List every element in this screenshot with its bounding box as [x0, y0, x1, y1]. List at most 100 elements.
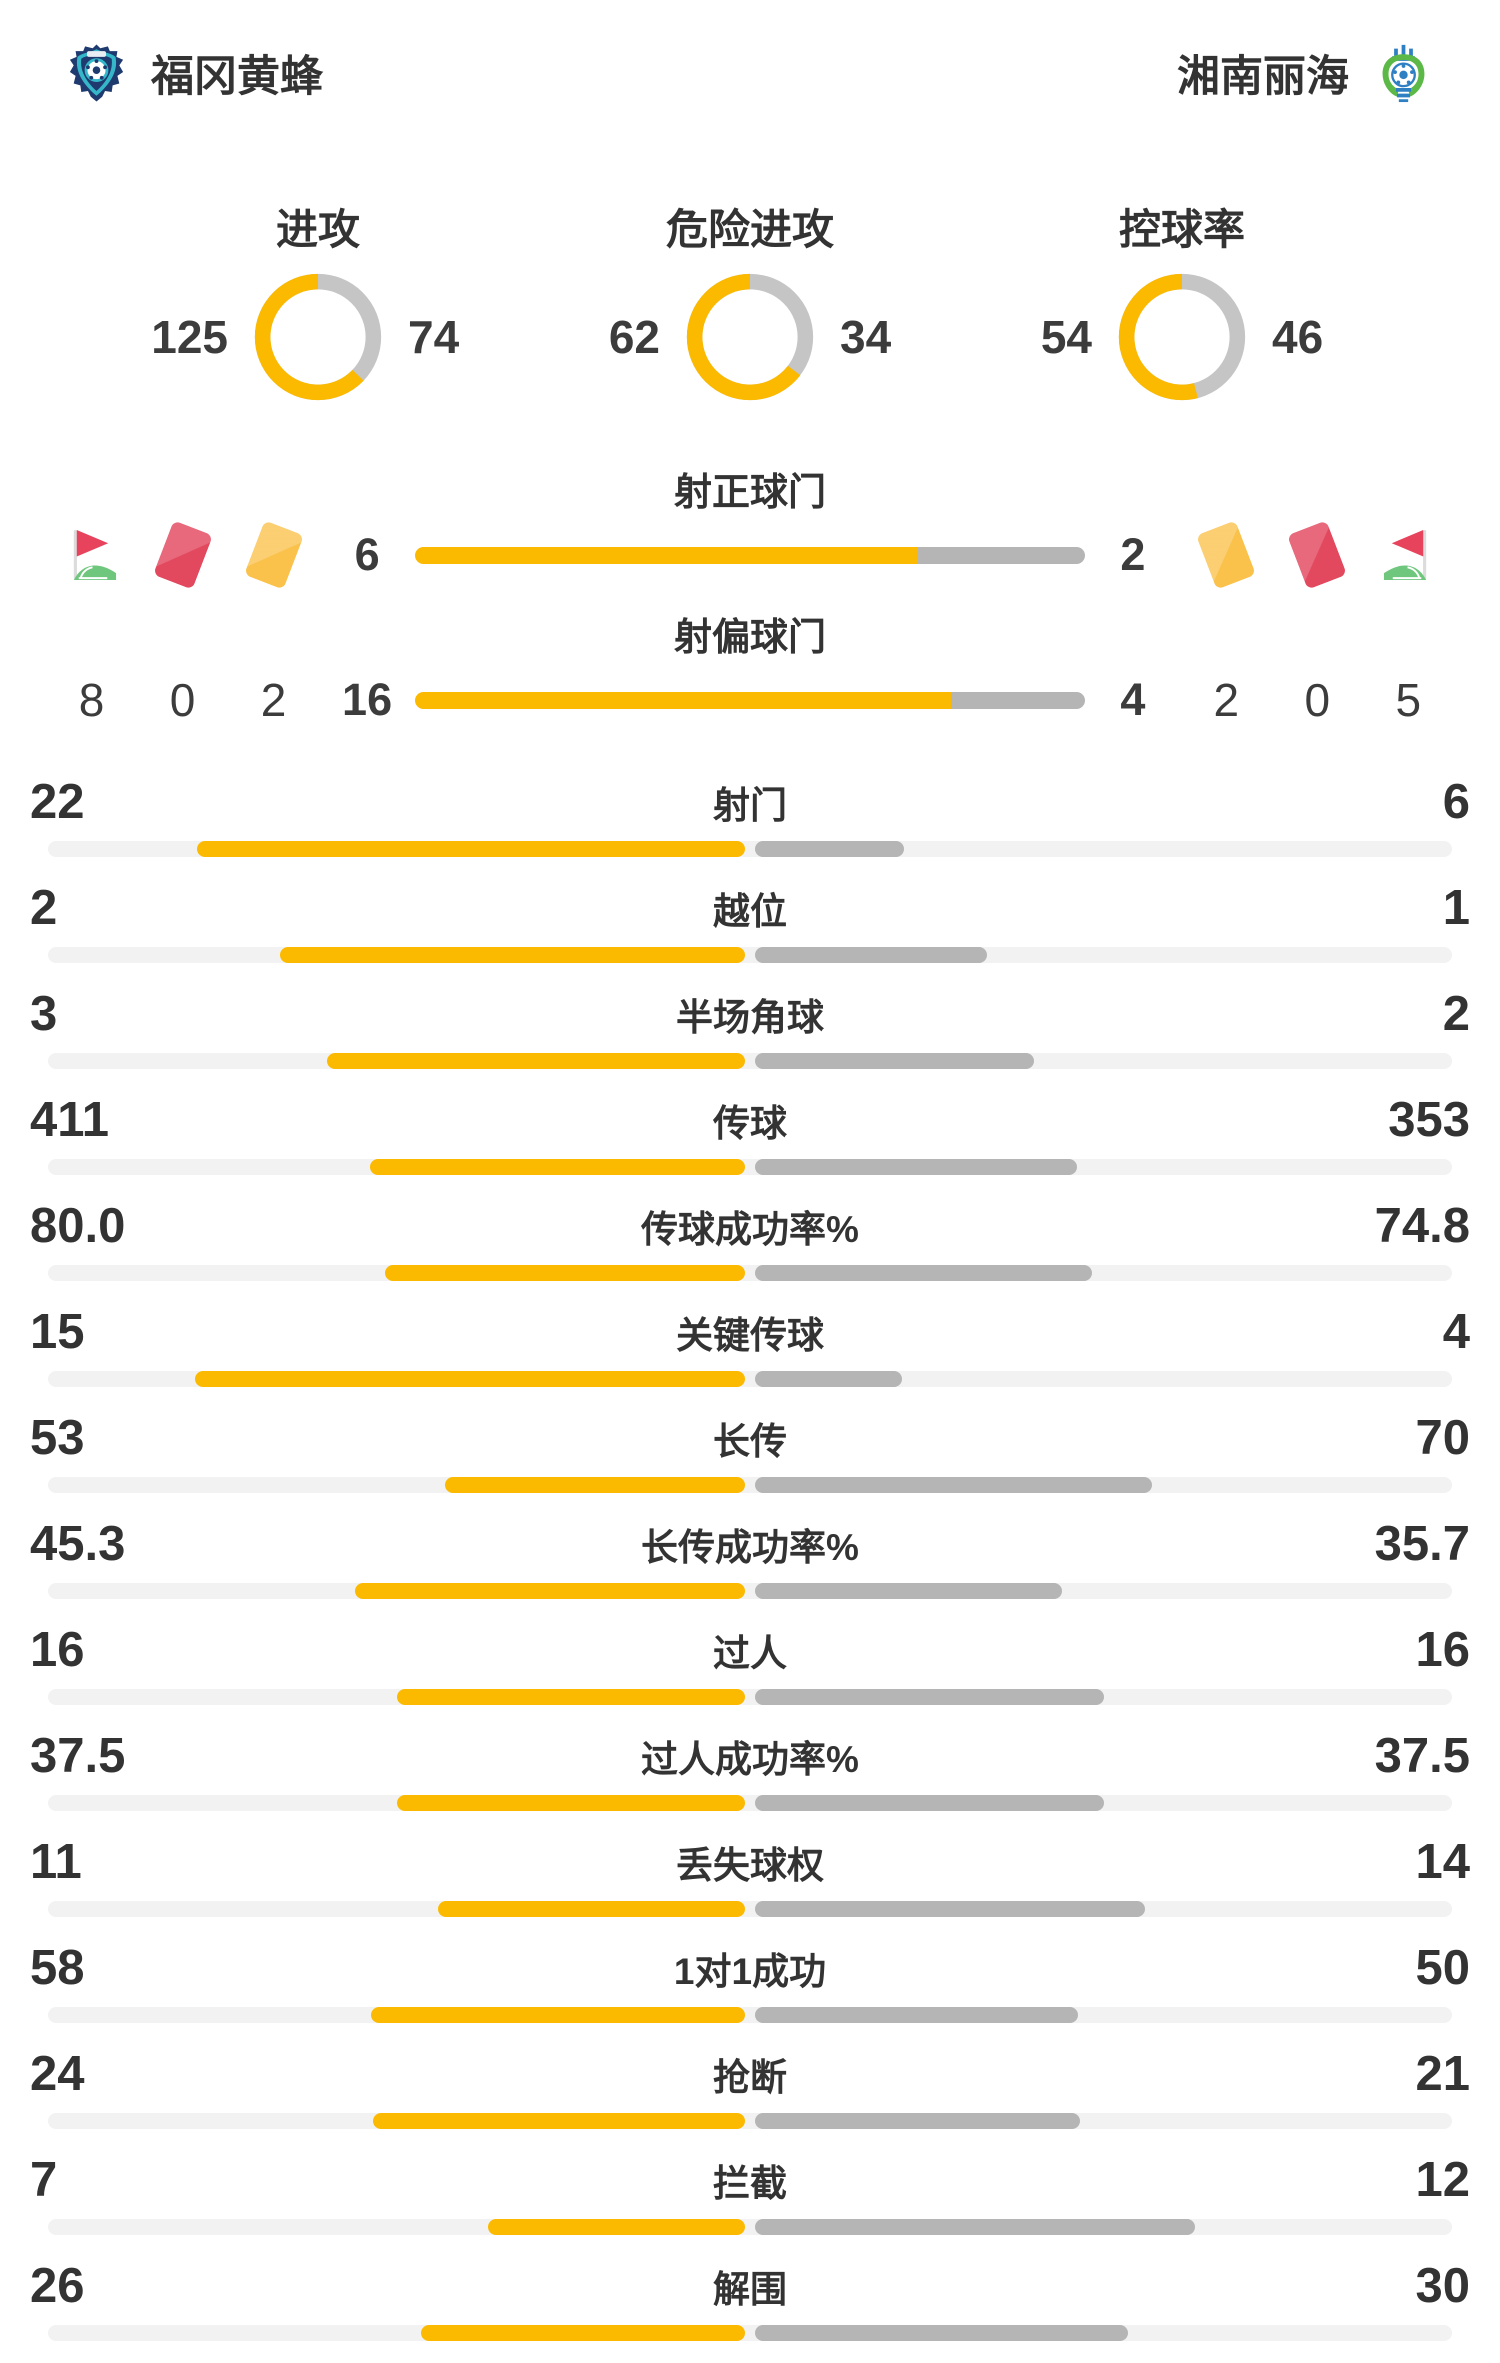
donut-home-value: 62	[608, 311, 660, 363]
home-bar	[194, 1371, 745, 1387]
home-bar	[370, 2007, 745, 2023]
donut-away-value: 34	[840, 311, 892, 363]
stat-row-clearances: 26 解围 30	[0, 2257, 1500, 2363]
stat-bar-track	[48, 1795, 1452, 1811]
corner-flag-icon	[1383, 529, 1426, 580]
stat-home-value: 37.5	[30, 1729, 126, 1783]
away-bar	[755, 2325, 1129, 2341]
away-bar	[755, 1583, 1063, 1599]
match-header: 福冈黄蜂 湘南丽海	[0, 0, 1500, 104]
stat-home-value: 45.3	[30, 1517, 126, 1571]
shots-on-target-bar	[414, 546, 1086, 564]
stat-away-value: 16	[1415, 1623, 1470, 1677]
stat-row-dribble-accuracy: 37.5 过人成功率% 37.5	[0, 1727, 1500, 1833]
donut-label: 进攻	[275, 206, 360, 253]
away-bar	[951, 691, 1086, 709]
home-bar	[396, 1795, 745, 1811]
home-red-cards-count: 0	[169, 674, 196, 726]
stat-away-value: 4	[1442, 1305, 1470, 1359]
stat-label: 过人	[713, 1633, 787, 1674]
stat-bar-track	[48, 841, 1452, 857]
home-team-logo-icon	[69, 44, 124, 102]
donut-section: 进攻 125 74 危险进攻 62 34 控球率	[0, 196, 1500, 405]
stat-row-key-passes: 15 关键传球 4	[0, 1303, 1500, 1409]
home-bar	[421, 2325, 745, 2341]
home-bar	[444, 1477, 745, 1493]
away-discipline-values: 2 0 5	[1181, 673, 1454, 727]
stat-label: 越位	[713, 891, 787, 932]
donut-label: 危险进攻	[665, 206, 834, 253]
home-bar	[396, 1689, 745, 1705]
stat-home-value: 15	[30, 1305, 85, 1359]
away-team[interactable]: 湘南丽海	[1177, 42, 1432, 104]
stat-row-duels-won: 58 1对1成功 50	[0, 1939, 1500, 2045]
stat-label: 丢失球权	[676, 1845, 824, 1886]
stat-away-value: 12	[1415, 2153, 1470, 2207]
stat-row-possession-lost: 11 丢失球权 14	[0, 1833, 1500, 1939]
away-bar	[755, 1477, 1152, 1493]
stat-home-value: 411	[30, 1093, 110, 1147]
stat-row-tackles: 24 抢断 21	[0, 2045, 1500, 2151]
away-discipline-icons	[1181, 520, 1454, 590]
stat-bar-track	[48, 1477, 1452, 1493]
away-bar	[755, 1265, 1092, 1281]
stat-away-value: 74.8	[1374, 1199, 1470, 1253]
home-bar	[438, 1901, 745, 1917]
shots-off-target-title: 射偏球门	[673, 617, 826, 659]
home-discipline-values: 8 0 2	[46, 673, 319, 727]
red-card-icon	[152, 520, 213, 590]
home-bar	[414, 691, 952, 709]
away-bar	[917, 546, 1086, 564]
stat-label: 传球成功率%	[641, 1209, 859, 1250]
stat-bar-track	[48, 2325, 1452, 2341]
away-bar	[755, 1159, 1078, 1175]
stat-bar-track	[48, 2113, 1452, 2129]
away-bar	[755, 1901, 1146, 1917]
stat-home-value: 11	[30, 1835, 82, 1889]
away-red-cards-count: 0	[1304, 674, 1331, 726]
stat-home-value: 26	[30, 2259, 85, 2313]
stat-away-value: 2	[1442, 987, 1470, 1041]
stat-row-passes: 411 传球 353	[0, 1091, 1500, 1197]
shots-on-target-home: 6	[354, 529, 380, 580]
stat-label: 关键传球	[676, 1315, 824, 1356]
donut-home-value: 54	[1040, 311, 1092, 363]
away-bar	[755, 2007, 1078, 2023]
stat-row-offsides: 2 越位 1	[0, 879, 1500, 985]
stat-away-value: 30	[1415, 2259, 1470, 2313]
shots-off-target-home: 16	[342, 674, 393, 725]
home-corners-count: 8	[78, 674, 105, 726]
stat-row-shots: 22 射门 6	[0, 773, 1500, 879]
stat-away-value: 37.5	[1374, 1729, 1470, 1783]
home-yellow-cards-count: 2	[260, 674, 287, 726]
shots-off-target-bar	[414, 691, 1086, 709]
away-team-logo-icon	[1382, 44, 1425, 103]
away-team-name: 湘南丽海	[1177, 53, 1349, 101]
away-bar	[755, 1371, 902, 1387]
stat-row-dribbles: 16 过人 16	[0, 1621, 1500, 1727]
donut-chart	[686, 273, 814, 401]
stat-bar-track	[48, 2007, 1452, 2023]
home-team[interactable]: 福冈黄蜂	[68, 42, 323, 104]
home-bar	[414, 546, 918, 564]
shots-section: 射正球门 6 2	[0, 461, 1500, 733]
donut-chart	[1118, 273, 1246, 401]
stat-away-value: 21	[1415, 2047, 1470, 2101]
stat-label: 长传	[713, 1421, 787, 1462]
stat-bar-track	[48, 1265, 1452, 1281]
stat-away-value: 353	[1388, 1093, 1470, 1147]
stat-bar-track	[48, 2219, 1452, 2235]
stat-home-value: 16	[30, 1623, 85, 1677]
stat-home-value: 80.0	[30, 1199, 126, 1253]
stat-home-value: 22	[30, 775, 85, 829]
donut-possession: 控球率 54 46	[996, 196, 1368, 405]
donut-dangerous-attacks: 危险进攻 62 34	[564, 196, 936, 405]
stat-away-value: 1	[1442, 881, 1470, 935]
stat-label: 半场角球	[676, 997, 824, 1038]
away-bar	[755, 2219, 1196, 2235]
shots-off-target-row: 8 0 2 16 4 2 0 5	[0, 667, 1500, 733]
stat-label: 射门	[713, 785, 787, 826]
yellow-card-icon	[1196, 520, 1257, 590]
donut-away-value: 74	[408, 311, 460, 363]
home-bar	[488, 2219, 745, 2235]
